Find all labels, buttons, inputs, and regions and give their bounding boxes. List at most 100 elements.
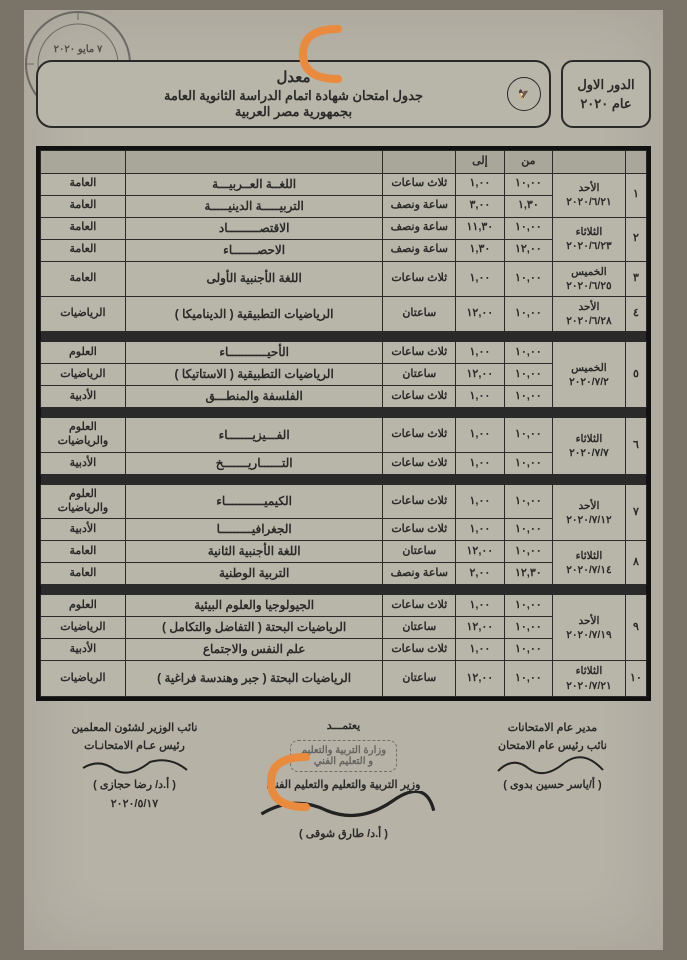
cell-from: ١٠,٠٠ bbox=[504, 661, 552, 696]
cell-track: العلوموالرياضيات bbox=[41, 484, 126, 519]
table-row: ٤الأحد٢٠٢٠/٦/٢٨١٠,٠٠١٢,٠٠ساعتانالرياضيات… bbox=[41, 297, 647, 332]
cell-from: ١٠,٠٠ bbox=[504, 386, 552, 408]
cell-from: ١٠,٠٠ bbox=[504, 364, 552, 386]
cell-to: ١٢,٠٠ bbox=[456, 661, 504, 696]
cell-track: العامة bbox=[41, 173, 126, 195]
cell-track: الرياضيات bbox=[41, 364, 126, 386]
cell-track: العلوم bbox=[41, 342, 126, 364]
group-separator bbox=[41, 332, 647, 342]
group-separator bbox=[41, 408, 647, 418]
cell-track: العامة bbox=[41, 541, 126, 563]
sig-right-l2: نائب رئيس عام الامتحان bbox=[454, 737, 651, 756]
session-line1: الدور الاول bbox=[577, 75, 635, 95]
table-row: ٥الخميس٢٠٢٠/٧/٢١٠,٠٠١,٠٠ثلاث ساعاتالأحيـ… bbox=[41, 342, 647, 364]
schedule-table: من إلى ١الأحد٢٠٢٠/٦/٢١١٠,٠٠١,٠٠ثلاث ساعا… bbox=[40, 150, 647, 697]
cell-duration: ساعة ونصف bbox=[383, 217, 456, 239]
cell-idx: ٢ bbox=[625, 217, 646, 261]
cell-from: ١٠,٠٠ bbox=[504, 595, 552, 617]
document-paper: ٧ مايو ٢٠٢٠ ٥٦٣٢ ٢١٠٤ 🦅 معدل جدول امتحان… bbox=[24, 10, 663, 950]
cell-from: ١٠,٠٠ bbox=[504, 297, 552, 332]
cell-track: الأدبية bbox=[41, 452, 126, 474]
cell-to: ١,٠٠ bbox=[456, 386, 504, 408]
cell-to: ٣,٠٠ bbox=[456, 195, 504, 217]
cell-subject: الرياضيات التطبيقية ( الديناميكا ) bbox=[125, 297, 383, 332]
title-main: جدول امتحان شهادة اتمام الدراسة الثانوية… bbox=[48, 88, 539, 104]
cell-day: الثلاثاء٢٠٢٠/٧/٧ bbox=[553, 418, 626, 475]
cell-track: العامة bbox=[41, 239, 126, 261]
cell-day: الأحد٢٠٢٠/٧/١٩ bbox=[553, 595, 626, 661]
cell-from: ١٠,٠٠ bbox=[504, 484, 552, 519]
cell-subject: التربيـــــة الدينيـــــة bbox=[125, 195, 383, 217]
cell-duration: ثلاث ساعات bbox=[383, 386, 456, 408]
header: 🦅 معدل جدول امتحان شهادة اتمام الدراسة ا… bbox=[36, 60, 651, 128]
sig-center-l2: وزير التربية والتعليم والتعليم الفني bbox=[245, 778, 442, 791]
cell-subject: الفـــيزيـــــــاء bbox=[125, 418, 383, 453]
cell-track: الأدبية bbox=[41, 386, 126, 408]
table-row: ١الأحد٢٠٢٠/٦/٢١١٠,٠٠١,٠٠ثلاث ساعاتاللغــ… bbox=[41, 173, 647, 195]
cell-to: ١٢,٠٠ bbox=[456, 541, 504, 563]
cell-subject: الكيميـــــــــــاء bbox=[125, 484, 383, 519]
cell-idx: ٥ bbox=[625, 342, 646, 408]
cell-duration: ساعتان bbox=[383, 541, 456, 563]
cell-day: الأحد٢٠٢٠/٦/٢١ bbox=[553, 173, 626, 217]
cell-duration: ثلاث ساعات bbox=[383, 519, 456, 541]
cell-subject: الفلسفة والمنطـــق bbox=[125, 386, 383, 408]
signature-footer: مدير عام الامتحانات نائب رئيس عام الامتح… bbox=[36, 719, 651, 840]
svg-text:٧ مايو ٢٠٢٠: ٧ مايو ٢٠٢٠ bbox=[54, 44, 103, 55]
cell-to: ١,٠٠ bbox=[456, 595, 504, 617]
sig-left: نائب الوزير لشئون المعلمين رئيس عـام الا… bbox=[36, 719, 233, 814]
cell-from: ١٢,٣٠ bbox=[504, 563, 552, 585]
session-box: الدور الاول عام ٢٠٢٠ bbox=[561, 60, 651, 128]
cell-track: الرياضيات bbox=[41, 661, 126, 696]
cell-to: ١,٠٠ bbox=[456, 484, 504, 519]
cell-track: العامة bbox=[41, 217, 126, 239]
title-box: 🦅 معدل جدول امتحان شهادة اتمام الدراسة ا… bbox=[36, 60, 551, 128]
cell-subject: الرياضيات البحتة ( جبر وهندسة فراغية ) bbox=[125, 661, 383, 696]
cell-from: ١٠,٠٠ bbox=[504, 541, 552, 563]
cell-from: ١٢,٠٠ bbox=[504, 239, 552, 261]
cell-duration: ثلاث ساعات bbox=[383, 418, 456, 453]
session-line2: عام ٢٠٢٠ bbox=[577, 94, 635, 114]
cell-day: الثلاثاء٢٠٢٠/٦/٢٣ bbox=[553, 217, 626, 261]
cell-subject: التــــــاريـــــــخ bbox=[125, 452, 383, 474]
cell-idx: ٨ bbox=[625, 541, 646, 585]
sig-left-date: ٢٠٢٠/٥/١٧ bbox=[36, 795, 233, 814]
table-row: ٣الخميس٢٠٢٠/٦/٢٥١٠,٠٠١,٠٠ثلاث ساعاتاللغة… bbox=[41, 261, 647, 296]
title-sub: بجمهورية مصر العربية bbox=[48, 104, 539, 120]
cell-track: الرياضيات bbox=[41, 617, 126, 639]
cell-duration: ثلاث ساعات bbox=[383, 173, 456, 195]
cell-day: الخميس٢٠٢٠/٦/٢٥ bbox=[553, 261, 626, 296]
group-separator bbox=[41, 474, 647, 484]
cell-duration: ثلاث ساعات bbox=[383, 484, 456, 519]
group-separator bbox=[41, 585, 647, 595]
cell-track: الأدبية bbox=[41, 519, 126, 541]
cell-idx: ٦ bbox=[625, 418, 646, 475]
cell-subject: التربية الوطنية bbox=[125, 563, 383, 585]
cell-subject: الرياضيات التطبيقية ( الاستاتيكا ) bbox=[125, 364, 383, 386]
cell-track: الرياضيات bbox=[41, 297, 126, 332]
signature-icon bbox=[245, 791, 442, 827]
hdr-from: من bbox=[504, 151, 552, 174]
signature-icon bbox=[454, 756, 651, 776]
cell-duration: ثلاث ساعات bbox=[383, 595, 456, 617]
cell-duration: ساعة ونصف bbox=[383, 239, 456, 261]
cell-to: ١٢,٠٠ bbox=[456, 364, 504, 386]
cell-to: ١,٠٠ bbox=[456, 418, 504, 453]
ministry-logo-icon: 🦅 bbox=[507, 77, 541, 111]
cell-subject: علم النفس والاجتماع bbox=[125, 639, 383, 661]
hdr-idx bbox=[625, 151, 646, 174]
sig-center: يعتمـــد وزارة التربية والتعليم و التعلي… bbox=[245, 719, 442, 840]
sig-right-l1: مدير عام الامتحانات bbox=[454, 719, 651, 738]
cell-to: ١,٠٠ bbox=[456, 452, 504, 474]
cell-duration: ساعة ونصف bbox=[383, 195, 456, 217]
cell-track: العامة bbox=[41, 195, 126, 217]
hdr-day bbox=[553, 151, 626, 174]
cell-duration: ساعتان bbox=[383, 364, 456, 386]
table-row: ٧الأحد٢٠٢٠/٧/١٢١٠,٠٠١,٠٠ثلاث ساعاتالكيمي… bbox=[41, 484, 647, 519]
sig-center-name: ( أ.د/ طارق شوقى ) bbox=[245, 827, 442, 840]
cell-idx: ٧ bbox=[625, 484, 646, 541]
hdr-subject bbox=[125, 151, 383, 174]
sig-center-l1: يعتمـــد bbox=[245, 719, 442, 732]
cell-track: العلوموالرياضيات bbox=[41, 418, 126, 453]
table-row: ١٠الثلاثاء٢٠٢٠/٧/٢١١٠,٠٠١٢,٠٠ساعتانالريا… bbox=[41, 661, 647, 696]
